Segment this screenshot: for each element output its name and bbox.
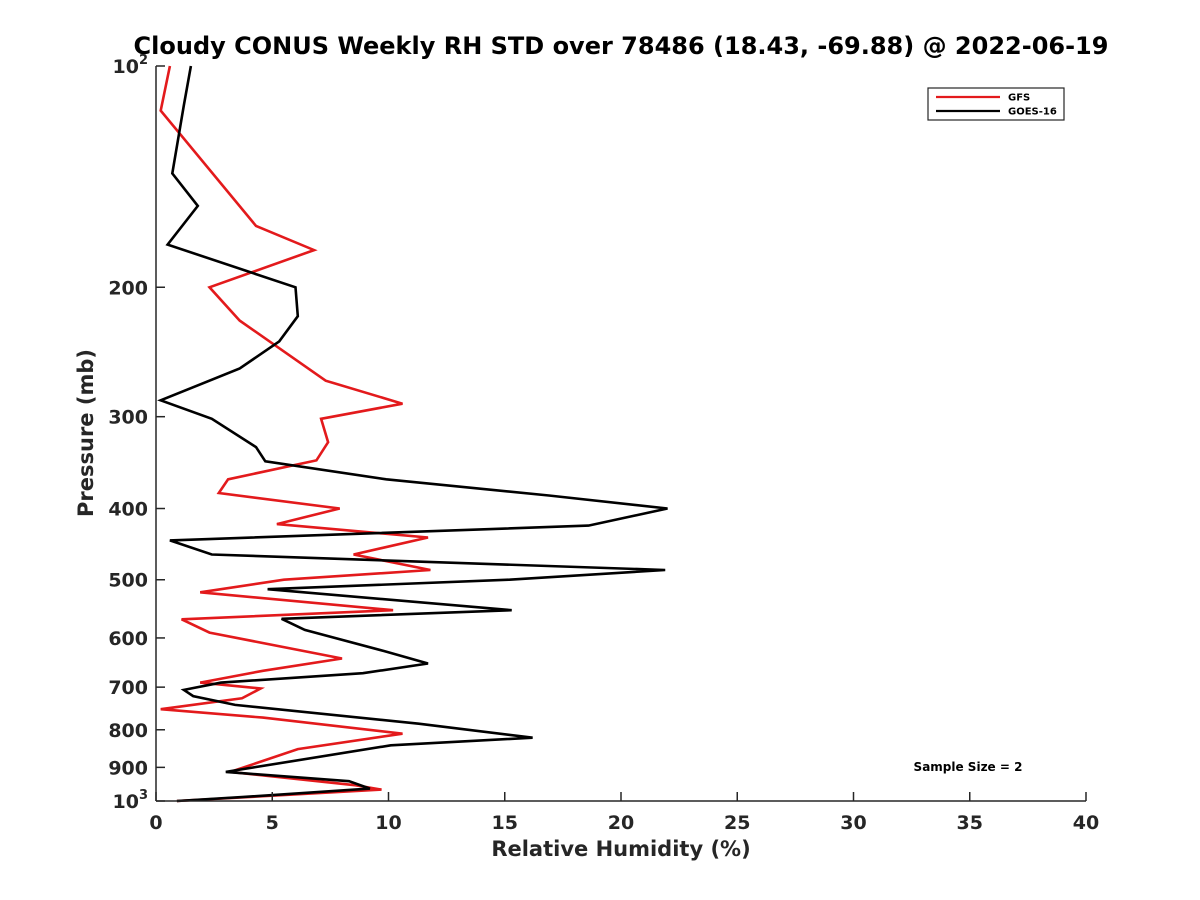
y-tick-label: 800 [108,720,148,742]
x-tick-label: 20 [608,812,634,834]
y-tick-label: 900 [108,757,148,779]
legend-box [927,87,1065,121]
y-ticks: 102 200 300 400 500 600 700 800 900 103 [108,53,165,813]
x-ticks: 0 5 10 15 20 25 30 35 40 [149,792,1099,834]
legend: GFS GOES-16 [927,87,1065,121]
x-tick-label: 30 [840,812,866,834]
x-tick-label: 10 [375,812,401,834]
y-tick-label: 700 [108,677,148,699]
y-tick-label: 600 [108,628,148,650]
y-axis-label: Pressure (mb) [74,349,98,517]
x-tick-label: 35 [957,812,983,834]
series-line-goes-16 [157,65,668,803]
x-tick-label: 0 [149,812,162,834]
x-tick-label: 25 [724,812,750,834]
y-tick-label: 200 [108,277,148,299]
y-tick-label: 400 [108,499,148,521]
x-tick-label: 15 [492,812,518,834]
x-tick-label: 40 [1073,812,1099,834]
legend-label-goes-16: GOES-16 [1008,107,1057,118]
sample-size-annotation: Sample Size = 2 [914,760,1023,774]
x-axis-label: Relative Humidity (%) [491,837,750,861]
legend-label-gfs: GFS [1008,93,1030,104]
y-tick-label: 500 [108,570,148,592]
chart-title: Cloudy CONUS Weekly RH STD over 78486 (1… [134,32,1109,60]
y-tick-label: 102 [113,53,149,78]
y-tick-label: 300 [108,407,148,429]
series-layer [157,65,668,803]
series-line-gfs [159,65,431,803]
x-tick-label: 5 [266,812,279,834]
y-tick-label: 103 [113,788,149,813]
